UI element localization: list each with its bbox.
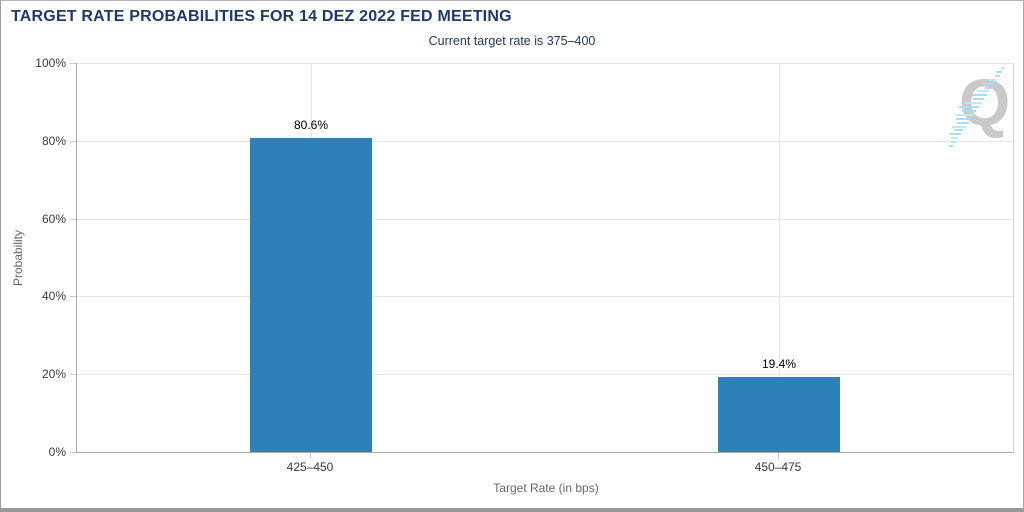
bar-value-label: 19.4%	[761, 356, 797, 371]
y-axis-tick-label: 60%	[41, 211, 66, 226]
y-gridline	[77, 296, 1013, 298]
bar-value-label: 80.6%	[293, 118, 329, 133]
y-axis-tick	[70, 218, 76, 220]
x-category-label: 425–450	[286, 460, 334, 474]
y-axis-tick	[70, 63, 76, 64]
y-axis-tick	[70, 140, 76, 142]
y-axis-tick	[70, 296, 76, 298]
x-gridline	[779, 63, 780, 452]
y-axis-tick-label: 0%	[48, 445, 66, 459]
bar[interactable]	[250, 138, 372, 452]
y-axis-tick	[70, 452, 76, 453]
y-axis-tick-label: 100%	[35, 56, 66, 70]
y-gridline	[77, 218, 1013, 220]
x-axis-tick	[310, 453, 311, 459]
y-axis-tick-label: 40%	[41, 289, 66, 304]
y-axis-tick	[70, 374, 76, 376]
chart-title: TARGET RATE PROBABILITIES FOR 14 DEZ 202…	[11, 8, 512, 25]
x-axis-title: Target Rate (in bps)	[493, 481, 599, 495]
y-axis-tick-label: 80%	[41, 133, 66, 148]
y-gridline	[77, 63, 1013, 64]
plot-area: 80.6% 19.4%	[76, 63, 1014, 453]
chart-subtitle: Current target rate is 375–400	[428, 34, 596, 48]
x-axis-tick	[778, 453, 779, 459]
y-gridline	[77, 374, 1013, 376]
y-gridline	[77, 140, 1013, 142]
y-axis-title: Probability	[11, 229, 25, 287]
bar[interactable]	[718, 376, 840, 452]
x-category-label: 450–475	[754, 460, 802, 474]
y-axis-tick-label: 20%	[41, 367, 66, 382]
